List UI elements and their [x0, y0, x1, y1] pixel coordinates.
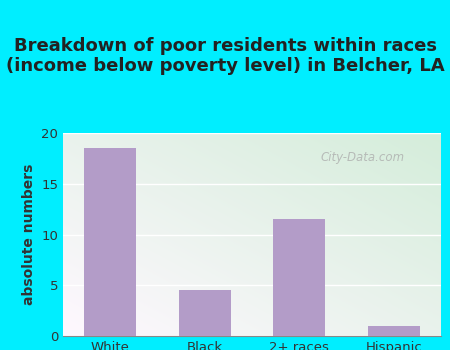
- Bar: [84, 148, 136, 336]
- Text: Breakdown of poor residents within races
(income below poverty level) in Belcher: Breakdown of poor residents within races…: [6, 37, 444, 75]
- Bar: [273, 219, 325, 336]
- Y-axis label: absolute numbers: absolute numbers: [22, 164, 36, 305]
- Bar: [368, 326, 420, 336]
- Bar: [179, 290, 231, 336]
- Text: City-Data.com: City-Data.com: [320, 151, 404, 164]
